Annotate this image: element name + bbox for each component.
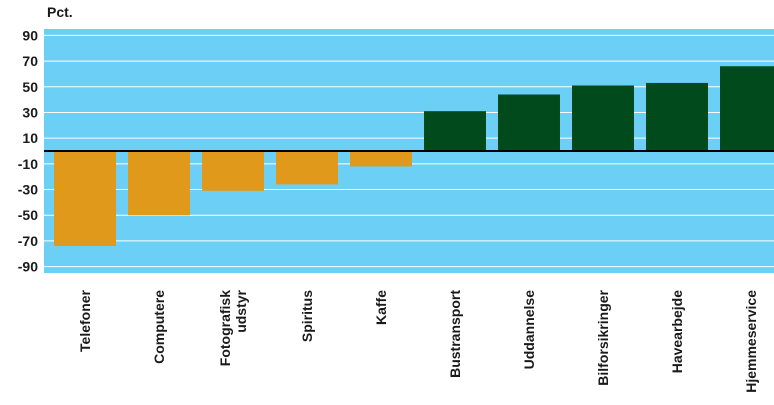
- x-category-label: Uddannelse: [521, 290, 537, 370]
- bar: [424, 111, 486, 151]
- x-category-label: Havearbejde: [669, 290, 685, 373]
- y-tick-label: 30: [22, 104, 38, 120]
- y-tick-label: -50: [18, 207, 38, 223]
- y-tick-label: -90: [18, 259, 38, 275]
- bar: [54, 151, 116, 247]
- x-tick-label: Bustransport: [447, 290, 463, 378]
- bar: [646, 82, 708, 151]
- y-tick-label: 90: [22, 27, 38, 43]
- y-tick-label: -70: [18, 233, 38, 249]
- x-category-label: Bustransport: [447, 290, 463, 378]
- y-tick-label: 70: [22, 53, 38, 69]
- bar: [350, 151, 412, 167]
- x-tick-label: Bilforsikringer: [595, 289, 611, 385]
- bar: [202, 151, 264, 191]
- x-category-label: Fotografisk udstyr: [217, 289, 249, 366]
- y-tick-label: -30: [18, 182, 38, 198]
- x-category-label: Telefoner: [77, 289, 93, 352]
- x-tick-label: Computere: [151, 290, 167, 364]
- x-category-label: Bilforsikringer: [595, 289, 611, 385]
- x-tick-label: Kaffe: [373, 290, 389, 325]
- x-tick-label: Havearbejde: [669, 290, 685, 373]
- x-tick-label: Telefoner: [77, 289, 93, 352]
- x-tick-label: Spiritus: [299, 290, 315, 342]
- bar: [128, 151, 190, 216]
- x-tick-label: udstyr: [233, 289, 249, 332]
- bar: [720, 66, 774, 151]
- x-category-label: Spiritus: [299, 290, 315, 342]
- y-axis-label: Pct.: [47, 4, 73, 20]
- y-tick-label: -10: [18, 156, 38, 172]
- x-category-label: Kaffe: [373, 290, 389, 325]
- bars: [54, 66, 774, 247]
- y-axis-ticks: 90 70 50 30 10 -10 -30 -50 -70 -90: [18, 27, 38, 274]
- x-category-label: Computere: [151, 290, 167, 364]
- x-axis-labels: Telefoner Computere Fotografisk udstyr Spiri…: [77, 289, 759, 392]
- y-tick-label: 10: [22, 130, 38, 146]
- bar: [498, 94, 560, 151]
- x-tick-label: Hjemmeservice: [743, 290, 759, 393]
- x-tick-label: Uddannelse: [521, 290, 537, 370]
- x-category-label: Hjemmeservice: [743, 290, 759, 393]
- bar: [276, 151, 338, 185]
- bar: [572, 85, 634, 151]
- y-tick-label: 50: [22, 79, 38, 95]
- x-tick-label: Fotografisk: [217, 290, 233, 366]
